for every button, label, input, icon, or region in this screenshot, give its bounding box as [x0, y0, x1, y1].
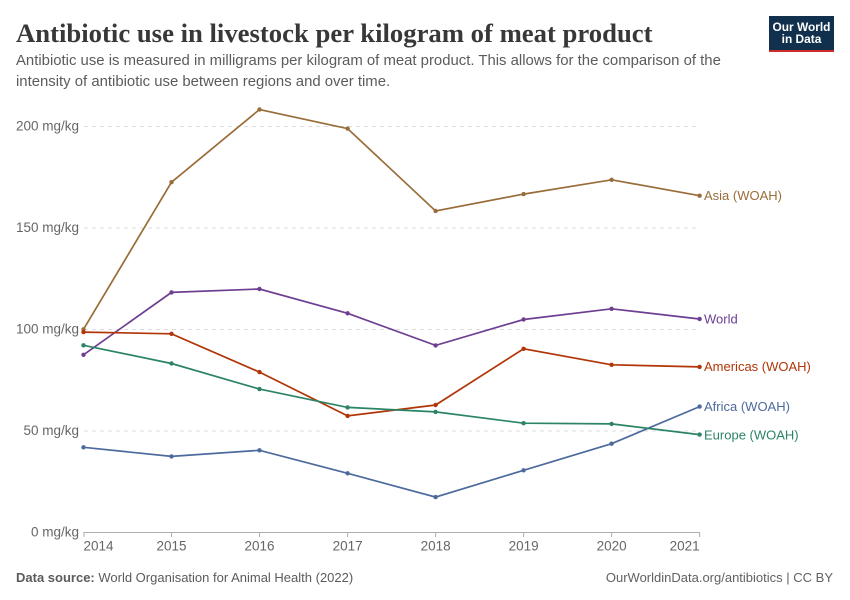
svg-text:200 mg/kg: 200 mg/kg: [16, 118, 79, 133]
svg-text:2020: 2020: [597, 539, 627, 554]
svg-text:World: World: [704, 311, 738, 326]
svg-text:Africa (WOAH): Africa (WOAH): [704, 399, 790, 414]
svg-text:2014: 2014: [83, 539, 114, 554]
svg-text:2016: 2016: [244, 539, 274, 554]
svg-text:50 mg/kg: 50 mg/kg: [23, 423, 79, 438]
svg-text:2015: 2015: [156, 539, 186, 554]
svg-text:0 mg/kg: 0 mg/kg: [31, 524, 79, 539]
svg-text:2017: 2017: [333, 539, 363, 554]
svg-text:150 mg/kg: 150 mg/kg: [16, 220, 79, 235]
svg-text:Europe (WOAH): Europe (WOAH): [704, 427, 799, 442]
svg-text:2019: 2019: [509, 539, 539, 554]
svg-text:Asia (WOAH): Asia (WOAH): [704, 188, 782, 203]
svg-text:2021: 2021: [670, 539, 700, 554]
svg-text:2018: 2018: [421, 539, 451, 554]
svg-text:100 mg/kg: 100 mg/kg: [16, 321, 79, 336]
svg-text:Americas (WOAH): Americas (WOAH): [704, 359, 811, 374]
